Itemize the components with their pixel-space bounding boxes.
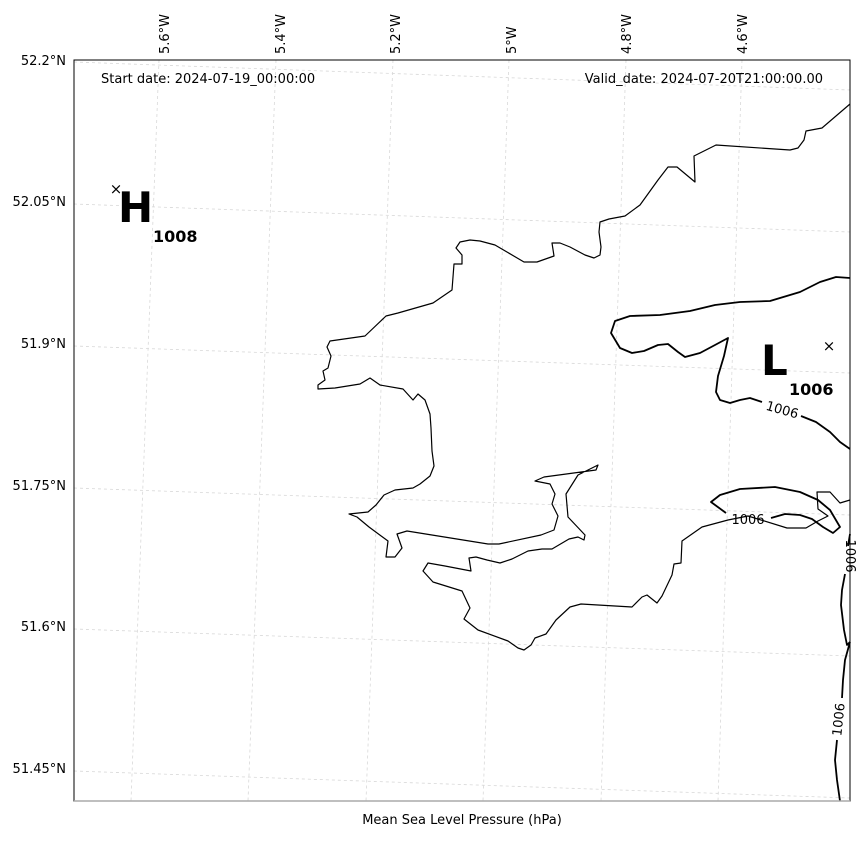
lat-tick-label: 51.6°N bbox=[21, 620, 66, 635]
low-pressure-centre: × L 1006 bbox=[761, 336, 835, 399]
valid-date: Valid_date: 2024-07-20T21:00:00.00 bbox=[585, 72, 823, 87]
lat-tick-label: 52.05°N bbox=[13, 195, 66, 210]
latitude-labels: 52.2°N 52.05°N 51.9°N 51.75°N 51.6°N 51.… bbox=[13, 54, 66, 777]
lat-tick-label: 51.45°N bbox=[13, 762, 66, 777]
lon-tick-label: 4.6°W bbox=[736, 14, 751, 54]
isobar-labels: 1006 1006 1006 1006 bbox=[731, 399, 857, 737]
high-centre-marker: × bbox=[110, 180, 123, 198]
isobars bbox=[610, 276, 851, 802]
high-letter: H bbox=[118, 183, 153, 232]
map-caption: Mean Sea Level Pressure (hPa) bbox=[362, 813, 562, 828]
high-value: 1008 bbox=[153, 227, 198, 246]
lat-tick-label: 51.75°N bbox=[13, 479, 66, 494]
lon-tick-label: 4.8°W bbox=[620, 14, 635, 54]
high-pressure-centre: × H 1008 bbox=[110, 180, 198, 246]
lon-tick-label: 5.6°W bbox=[158, 14, 173, 54]
isobar-label: 1006 bbox=[830, 702, 848, 736]
map-frame bbox=[74, 60, 850, 801]
lon-tick-label: 5.4°W bbox=[274, 14, 289, 54]
lon-tick-label: 5.2°W bbox=[389, 14, 404, 54]
start-date: Start date: 2024-07-19_00:00:00 bbox=[101, 72, 315, 87]
longitude-labels: 5.6°W 5.4°W 5.2°W 5°W 4.8°W 4.6°W bbox=[158, 14, 751, 54]
lon-tick-label: 5°W bbox=[505, 26, 520, 54]
coastline bbox=[317, 103, 851, 651]
lat-tick-label: 52.2°N bbox=[21, 54, 66, 69]
isobar-label: 1006 bbox=[731, 513, 764, 528]
low-value: 1006 bbox=[789, 380, 834, 399]
lat-tick-label: 51.9°N bbox=[21, 337, 66, 352]
low-letter: L bbox=[761, 336, 788, 385]
low-centre-marker: × bbox=[823, 337, 836, 355]
